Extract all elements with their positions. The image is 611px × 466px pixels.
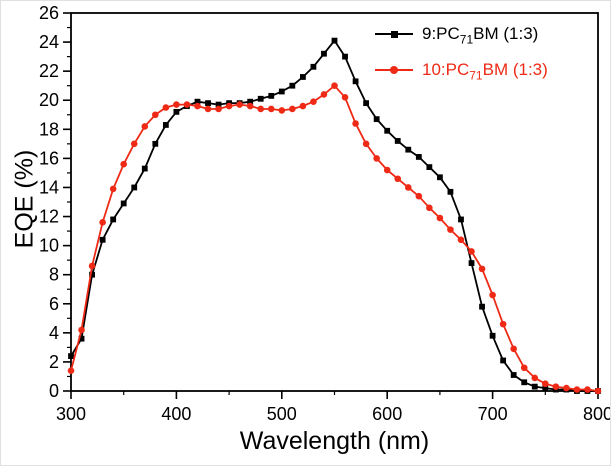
- svg-text:16: 16: [39, 148, 59, 168]
- svg-text:20: 20: [39, 90, 59, 110]
- svg-text:4: 4: [49, 323, 59, 343]
- legend-item-series-1: 9:PC71BM (1:3): [375, 21, 548, 47]
- svg-text:300: 300: [56, 404, 86, 424]
- svg-text:600: 600: [372, 404, 402, 424]
- svg-text:500: 500: [267, 404, 297, 424]
- legend-item-series-2: 10:PC71BM (1:3): [375, 57, 548, 83]
- square-marker-icon: [375, 21, 413, 47]
- svg-text:22: 22: [39, 61, 59, 81]
- svg-text:6: 6: [49, 294, 59, 314]
- legend-label-series-2: 10:PC71BM (1:3): [422, 60, 548, 83]
- svg-text:10: 10: [39, 236, 59, 256]
- svg-text:2: 2: [49, 352, 59, 372]
- legend-square: [391, 31, 398, 38]
- y-axis-label: EQE (%): [10, 149, 39, 249]
- svg-text:400: 400: [161, 404, 191, 424]
- svg-text:800: 800: [583, 404, 611, 424]
- svg-text:14: 14: [39, 177, 59, 197]
- svg-text:24: 24: [39, 32, 59, 52]
- legend-circle: [390, 66, 398, 74]
- svg-text:0: 0: [49, 381, 59, 401]
- legend-label-series-1: 9:PC71BM (1:3): [422, 24, 539, 47]
- circle-marker-icon: [375, 57, 413, 83]
- svg-text:8: 8: [49, 265, 59, 285]
- svg-text:700: 700: [478, 404, 508, 424]
- x-axis-label: Wavelength (nm): [239, 427, 430, 455]
- legend: 9:PC71BM (1:3) 10:PC71BM (1:3): [375, 21, 548, 83]
- svg-text:26: 26: [39, 3, 59, 23]
- svg-text:12: 12: [39, 207, 59, 227]
- svg-text:18: 18: [39, 119, 59, 139]
